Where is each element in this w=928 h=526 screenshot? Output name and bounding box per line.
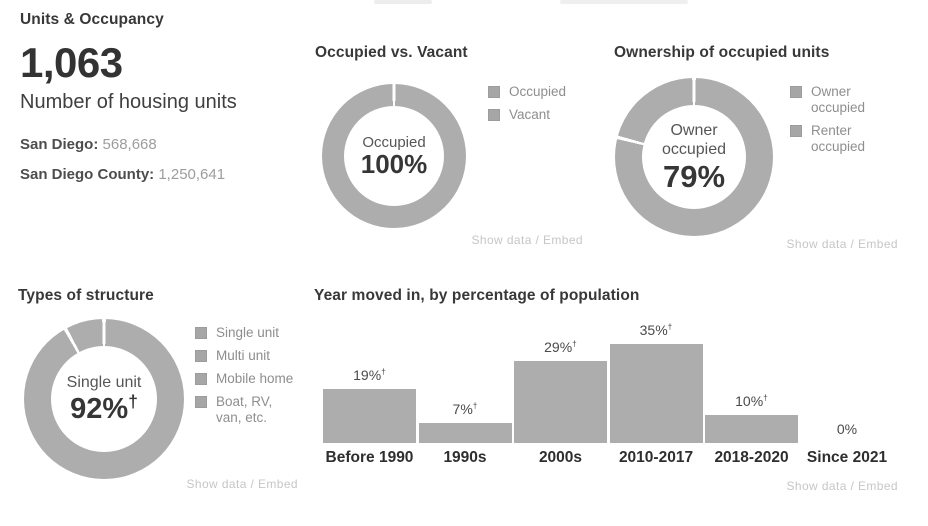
bar-category-label: Before 1990 <box>325 449 414 466</box>
scan-artifact <box>560 0 688 4</box>
donut-chart: Owner occupied 79% <box>615 78 773 236</box>
dagger-footnote-mark: † <box>667 321 673 332</box>
legend-item: Single unit <box>195 325 301 341</box>
bar-category-label: 2000s <box>538 449 583 466</box>
bar-slot: 19%† <box>323 287 416 443</box>
donut-chart: Occupied 100% <box>322 84 466 228</box>
center-percentage: 79% <box>662 158 726 194</box>
chart-ownership-of-occupied-units: Ownership of occupied units Owner occupi… <box>614 44 898 259</box>
donut-center-label: Occupied 100% <box>322 84 466 228</box>
dagger-footnote-mark: † <box>472 400 478 411</box>
chart-legend: Occupied Vacant <box>488 84 580 130</box>
comparison-label: San Diego County: <box>20 166 155 183</box>
bar-value-label: 19%† <box>353 366 386 383</box>
bar <box>609 344 703 443</box>
bar-slot: 35%† <box>609 287 703 443</box>
legend-label: Owner occupied <box>811 84 866 115</box>
legend-item: Owner occupied <box>790 84 874 116</box>
donut-hole <box>344 106 444 206</box>
chart-types-of-structure: Types of structure Single unit 92%† Sing… <box>18 287 298 499</box>
bar-slot: 10%† <box>705 287 798 443</box>
bar-category-label: 2010-2017 <box>618 449 694 466</box>
bar-slot: 0% <box>801 287 894 443</box>
bar-value-label: 7%† <box>452 400 478 417</box>
show-data-embed-link[interactable]: Show data / Embed <box>786 237 898 251</box>
dagger-footnote-mark: † <box>128 391 138 412</box>
legend-swatch <box>790 125 802 137</box>
bar <box>514 361 607 443</box>
donut-hole <box>51 346 157 452</box>
legend-label: Occupied <box>509 84 567 99</box>
bar-slot: 29%† <box>514 287 607 443</box>
bar-category-axis: Before 1990 1990s 2000s 2010-2017 2018-2020 S… <box>323 449 896 469</box>
bar-value-label: 10%† <box>735 392 768 409</box>
show-data-embed-link[interactable]: Show data / Embed <box>786 479 898 493</box>
legend-item: Occupied <box>488 84 580 100</box>
bar-category-label: 1990s <box>443 449 487 466</box>
legend-item: Boat, RV, van, etc. <box>195 394 301 426</box>
chart-title: Year moved in, by percentage of populati… <box>314 287 640 304</box>
bar-category-label: 2018-2020 <box>714 449 789 466</box>
dagger-footnote-mark: † <box>572 338 577 349</box>
bar-plot-area: 19%† 7%† 29%† 35%† 10%† 0% <box>323 287 896 443</box>
chart-title: Types of structure <box>18 287 154 304</box>
donut-hole <box>642 105 746 209</box>
center-category: Occupied <box>362 133 426 151</box>
stat-block: Units & Occupancy 1,063 Number of housin… <box>20 11 300 182</box>
legend-swatch <box>195 350 207 362</box>
donut-chart: Single unit 92%† <box>24 319 184 479</box>
legend-swatch <box>195 396 207 408</box>
bar-category-label: Since 2021 <box>806 449 888 466</box>
section-title: Units & Occupancy <box>20 11 164 28</box>
bar-slot: 7%† <box>418 287 512 443</box>
legend-label: Mobile home <box>216 371 294 386</box>
donut-center-label: Single unit 92%† <box>24 319 184 479</box>
scan-artifact <box>374 0 432 4</box>
bar-value-label: 0% <box>836 421 858 437</box>
center-percentage: 92%† <box>70 391 138 425</box>
comparison-value: 568,668 <box>102 136 157 153</box>
center-category: Owner occupied <box>661 121 727 158</box>
housing-units-value: 1,063 <box>20 39 123 86</box>
bar <box>418 423 512 443</box>
legend-label: Renter occupied <box>811 123 866 154</box>
chart-title: Ownership of occupied units <box>614 44 830 61</box>
legend-label: Multi unit <box>216 348 271 363</box>
comparison-row-san-diego-county: San Diego County: 1,250,641 <box>20 167 300 182</box>
dagger-footnote-mark: † <box>763 392 768 403</box>
show-data-embed-link[interactable]: Show data / Embed <box>471 233 583 247</box>
center-category: Single unit <box>66 373 142 391</box>
show-data-embed-link[interactable]: Show data / Embed <box>186 477 298 491</box>
legend-swatch <box>195 373 207 385</box>
bar <box>705 415 798 443</box>
legend-swatch <box>488 109 500 121</box>
chart-title: Occupied vs. Vacant <box>315 44 468 61</box>
legend-label: Boat, RV, van, etc. <box>216 394 273 425</box>
comparison-row-san-diego: San Diego: 568,668 <box>20 137 300 152</box>
housing-units-label: Number of housing units <box>20 91 237 113</box>
bar-value-label: 35%† <box>639 321 673 338</box>
legend-item: Renter occupied <box>790 123 874 155</box>
legend-swatch <box>488 86 500 98</box>
bar <box>323 389 416 443</box>
comparison-label: San Diego: <box>20 136 99 153</box>
chart-legend: Single unit Multi unit Mobile home Boat, RV… <box>195 325 301 433</box>
chart-legend: Owner occupied Renter occupied <box>790 84 874 162</box>
dagger-footnote-mark: † <box>381 366 386 377</box>
chart-year-moved-in: Year moved in, by percentage of populati… <box>314 287 898 502</box>
legend-swatch <box>195 327 207 339</box>
legend-swatch <box>790 86 802 98</box>
legend-label: Vacant <box>509 107 551 122</box>
bar-value-label: 29%† <box>544 338 577 355</box>
legend-label: Single unit <box>216 325 280 340</box>
center-percentage: 100% <box>360 148 428 179</box>
legend-item: Multi unit <box>195 348 301 364</box>
chart-occupied-vs-vacant: Occupied vs. Vacant Occupied 100% Occupi… <box>315 44 583 256</box>
legend-item: Vacant <box>488 107 580 123</box>
legend-item: Mobile home <box>195 371 301 387</box>
donut-center-label: Owner occupied 79% <box>615 78 773 236</box>
comparison-value: 1,250,641 <box>158 166 226 183</box>
